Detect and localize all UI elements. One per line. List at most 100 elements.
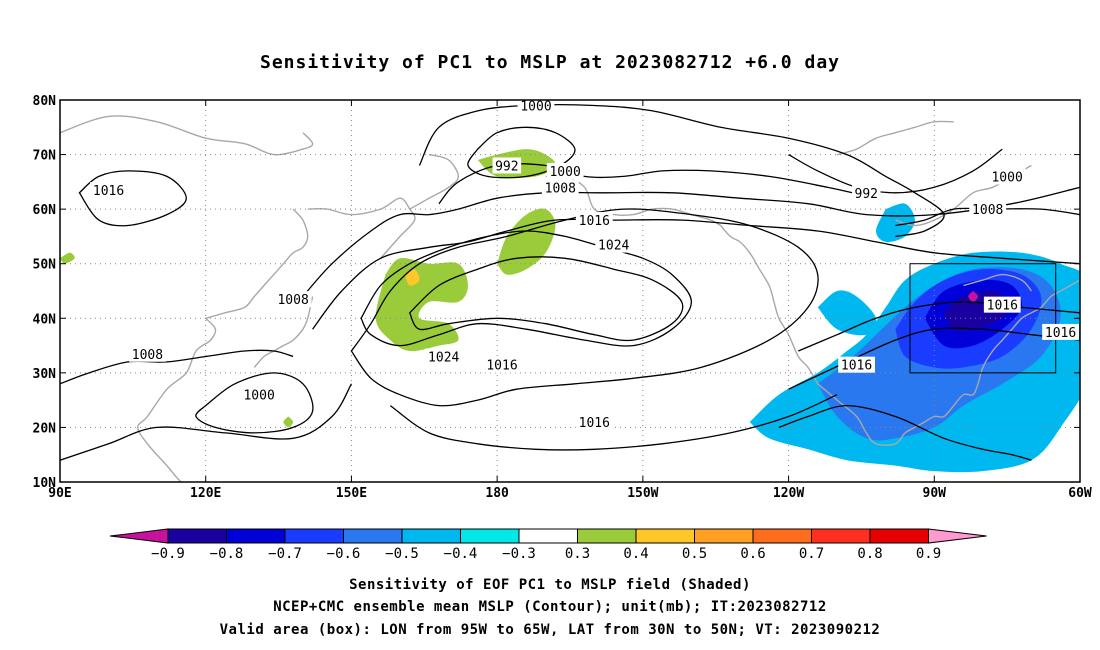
contour-label-text: 1016: [841, 359, 872, 374]
colorbar-swatch: [284, 528, 344, 544]
valid-area-box: [909, 263, 1057, 374]
colorbar-low-extend: [109, 528, 169, 544]
colorbar-swatch: [167, 528, 227, 544]
contour-label-text: 1016: [987, 299, 1018, 314]
contour-label: 1000: [988, 168, 1026, 185]
colorbar-label: 0.8: [857, 546, 882, 562]
contour-label: 1000: [517, 97, 555, 114]
x-tick-label: 150E: [336, 486, 367, 501]
contour-label-text: 1000: [991, 170, 1022, 185]
coastlines: [60, 115, 1080, 482]
colorbar-label: −0.7: [268, 546, 302, 562]
y-tick-label: 60N: [33, 203, 57, 218]
contour-label-text: 1016: [486, 359, 517, 374]
colorbar-label: 0.4: [623, 546, 648, 562]
shaded-region-6: [876, 203, 915, 243]
y-tick-label: 30N: [33, 367, 57, 382]
map-frame: [59, 99, 1081, 483]
x-tick-label: 120W: [773, 486, 804, 501]
contour-label: 1016: [575, 212, 613, 229]
y-tick-label: 50N: [33, 258, 57, 273]
contour-1016-7: [350, 208, 819, 407]
coastline-12: [836, 120, 954, 156]
colorbar-label: 0.5: [682, 546, 707, 562]
x-tick-label: 120E: [190, 486, 221, 501]
colorbar-swatch: [518, 528, 578, 544]
coastline-3: [307, 197, 416, 259]
contour-label-text: 1008: [545, 181, 576, 196]
contour-1000-1: [418, 104, 945, 238]
captions: Sensitivity of EOF PC1 to MSLP field (Sh…: [220, 577, 881, 638]
x-tick-label: 90W: [923, 486, 947, 501]
valid-area-rect: [909, 263, 1057, 374]
x-tick-label: 60W: [1068, 486, 1092, 501]
coastline-1: [136, 317, 217, 482]
coastline-4: [253, 296, 314, 368]
colorbar-swatch: [694, 528, 754, 544]
contour-label: 1016: [483, 356, 521, 374]
contour-label: 1024: [595, 236, 633, 254]
contour-label-text: 1008: [277, 293, 308, 308]
colorbar: −0.9 −0.8 −0.7 −0.6 −0.5 −0.4 −0.3 0.3 0.4 0.5 0.6…: [109, 528, 987, 562]
map-axes: 90E 120E 150E 180 150W 120W 90W 60W 80N 70N 60N 50N…: [33, 94, 1092, 501]
caption-line-2: NCEP+CMC ensemble mean MSLP (Contour); u…: [273, 599, 827, 615]
shaded-region-3: [404, 269, 420, 286]
contour-label-text: 1000: [549, 165, 580, 180]
contour-label: 1016: [1042, 323, 1079, 341]
coastline-6: [545, 174, 721, 227]
contour-1016-9: [78, 170, 187, 227]
colorbar-swatch: [401, 528, 461, 544]
colorbar-high-extend: [928, 528, 987, 544]
contour-label: 1008: [274, 291, 312, 308]
contour-label: 1008: [969, 201, 1007, 218]
contour-label-text: 1000: [520, 99, 551, 114]
figure-title: Sensitivity of PC1 to MSLP at 2023082712…: [260, 52, 840, 73]
coastline-8: [817, 383, 955, 446]
colorbar-label: 0.9: [916, 546, 941, 562]
colorbar-label: −0.3: [502, 546, 536, 562]
colorbar-swatch: [869, 528, 929, 544]
colorbar-swatch: [343, 528, 403, 544]
contour-1016-4: [312, 218, 1080, 330]
colorbar-label: −0.6: [327, 546, 361, 562]
colorbar-label: −0.5: [385, 546, 419, 562]
contour-1016-13: [798, 301, 1080, 352]
colorbar-swatch: [752, 528, 812, 544]
contour-label: 1000: [546, 162, 584, 180]
contour-label-text: 992: [855, 187, 878, 202]
contour-label-text: 1016: [1045, 326, 1076, 341]
coastline-11: [963, 273, 1032, 292]
contour-1008-3: [302, 186, 1080, 297]
y-tick-label: 40N: [33, 312, 57, 327]
caption-line-1: Sensitivity of EOF PC1 to MSLP field (Sh…: [349, 577, 751, 593]
shaded-region-2: [375, 257, 468, 352]
colorbar-label: −0.9: [151, 546, 185, 562]
colorbar-swatch: [460, 528, 520, 544]
colorbar-label: 0.6: [740, 546, 765, 562]
contour-label-text: 992: [495, 159, 518, 174]
y-tick-label: 80N: [33, 94, 57, 109]
colorbar-label: −0.4: [444, 546, 478, 562]
colorbar-label: 0.3: [565, 546, 590, 562]
y-tick-label: 20N: [33, 421, 57, 436]
x-tick-label: 90E: [48, 486, 71, 501]
contour-label: 1016: [575, 413, 613, 431]
contour-label-text: 1024: [428, 350, 459, 365]
y-tick-label: 70N: [33, 149, 57, 164]
coastline-0: [60, 115, 314, 156]
contour-992-17: [788, 148, 1003, 194]
contour-1024-5: [360, 230, 693, 347]
shaded-region-5: [283, 416, 294, 428]
contour-1016-15: [778, 404, 1032, 461]
colorbar-swatch: [577, 528, 637, 544]
caption-line-3: Valid area (box): LON from 95W to 65W, L…: [220, 622, 881, 638]
contour-1016-8: [389, 394, 838, 451]
contour-label: 1016: [90, 182, 127, 199]
contour-1000-2: [438, 163, 877, 205]
contour-label-text: 1000: [243, 389, 274, 404]
coastline-7: [720, 225, 819, 385]
contour-label: 1016: [983, 296, 1021, 314]
